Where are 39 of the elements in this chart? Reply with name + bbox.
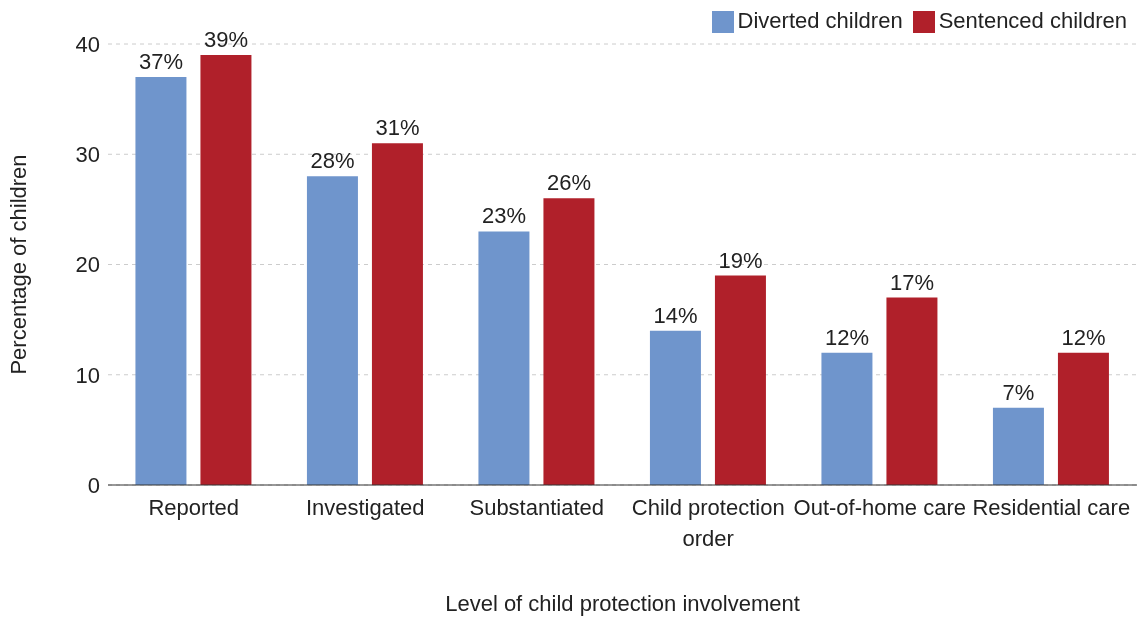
x-tick-label: Child protection order	[631, 495, 785, 551]
data-label: 12%	[1061, 324, 1106, 350]
data-label: 26%	[546, 170, 591, 196]
legend-label: Sentenced children	[938, 8, 1127, 33]
data-label: 12%	[824, 324, 869, 350]
data-label: 39%	[203, 27, 248, 53]
y-axis-title: Percentage of children	[5, 154, 31, 375]
legend-label: Diverted children	[737, 8, 903, 33]
bar	[135, 77, 187, 485]
bar	[543, 198, 595, 485]
bar	[306, 176, 358, 485]
x-tick-label: Substantiated	[469, 495, 605, 520]
bar	[649, 330, 701, 485]
x-axis-title: Level of child protection involvement	[445, 590, 800, 616]
y-tick-label: 20	[75, 252, 100, 278]
data-label: 19%	[718, 247, 763, 273]
data-label: 17%	[889, 269, 934, 295]
data-label: 14%	[653, 302, 698, 328]
x-tick-label: Out-of-home care	[793, 495, 966, 520]
y-tick-label: 0	[87, 472, 100, 498]
bar	[1057, 352, 1109, 485]
y-tick-label: 40	[75, 31, 100, 57]
x-tick-label: Residential care	[972, 495, 1131, 520]
data-label: 28%	[310, 148, 355, 174]
x-tick-label: Investigated	[305, 495, 425, 520]
x-tick-label: Reported	[148, 495, 240, 520]
bar	[992, 407, 1044, 485]
data-label: 23%	[481, 203, 526, 229]
data-label: 31%	[375, 115, 420, 141]
bar	[886, 297, 938, 485]
data-label: 7%	[1002, 379, 1035, 405]
bar	[821, 352, 873, 485]
bar	[200, 55, 252, 485]
bar	[371, 143, 423, 485]
y-tick-label: 10	[75, 362, 100, 388]
data-label: 37%	[138, 49, 183, 75]
bar	[714, 275, 766, 485]
y-tick-label: 30	[75, 142, 100, 168]
bar	[478, 231, 530, 485]
